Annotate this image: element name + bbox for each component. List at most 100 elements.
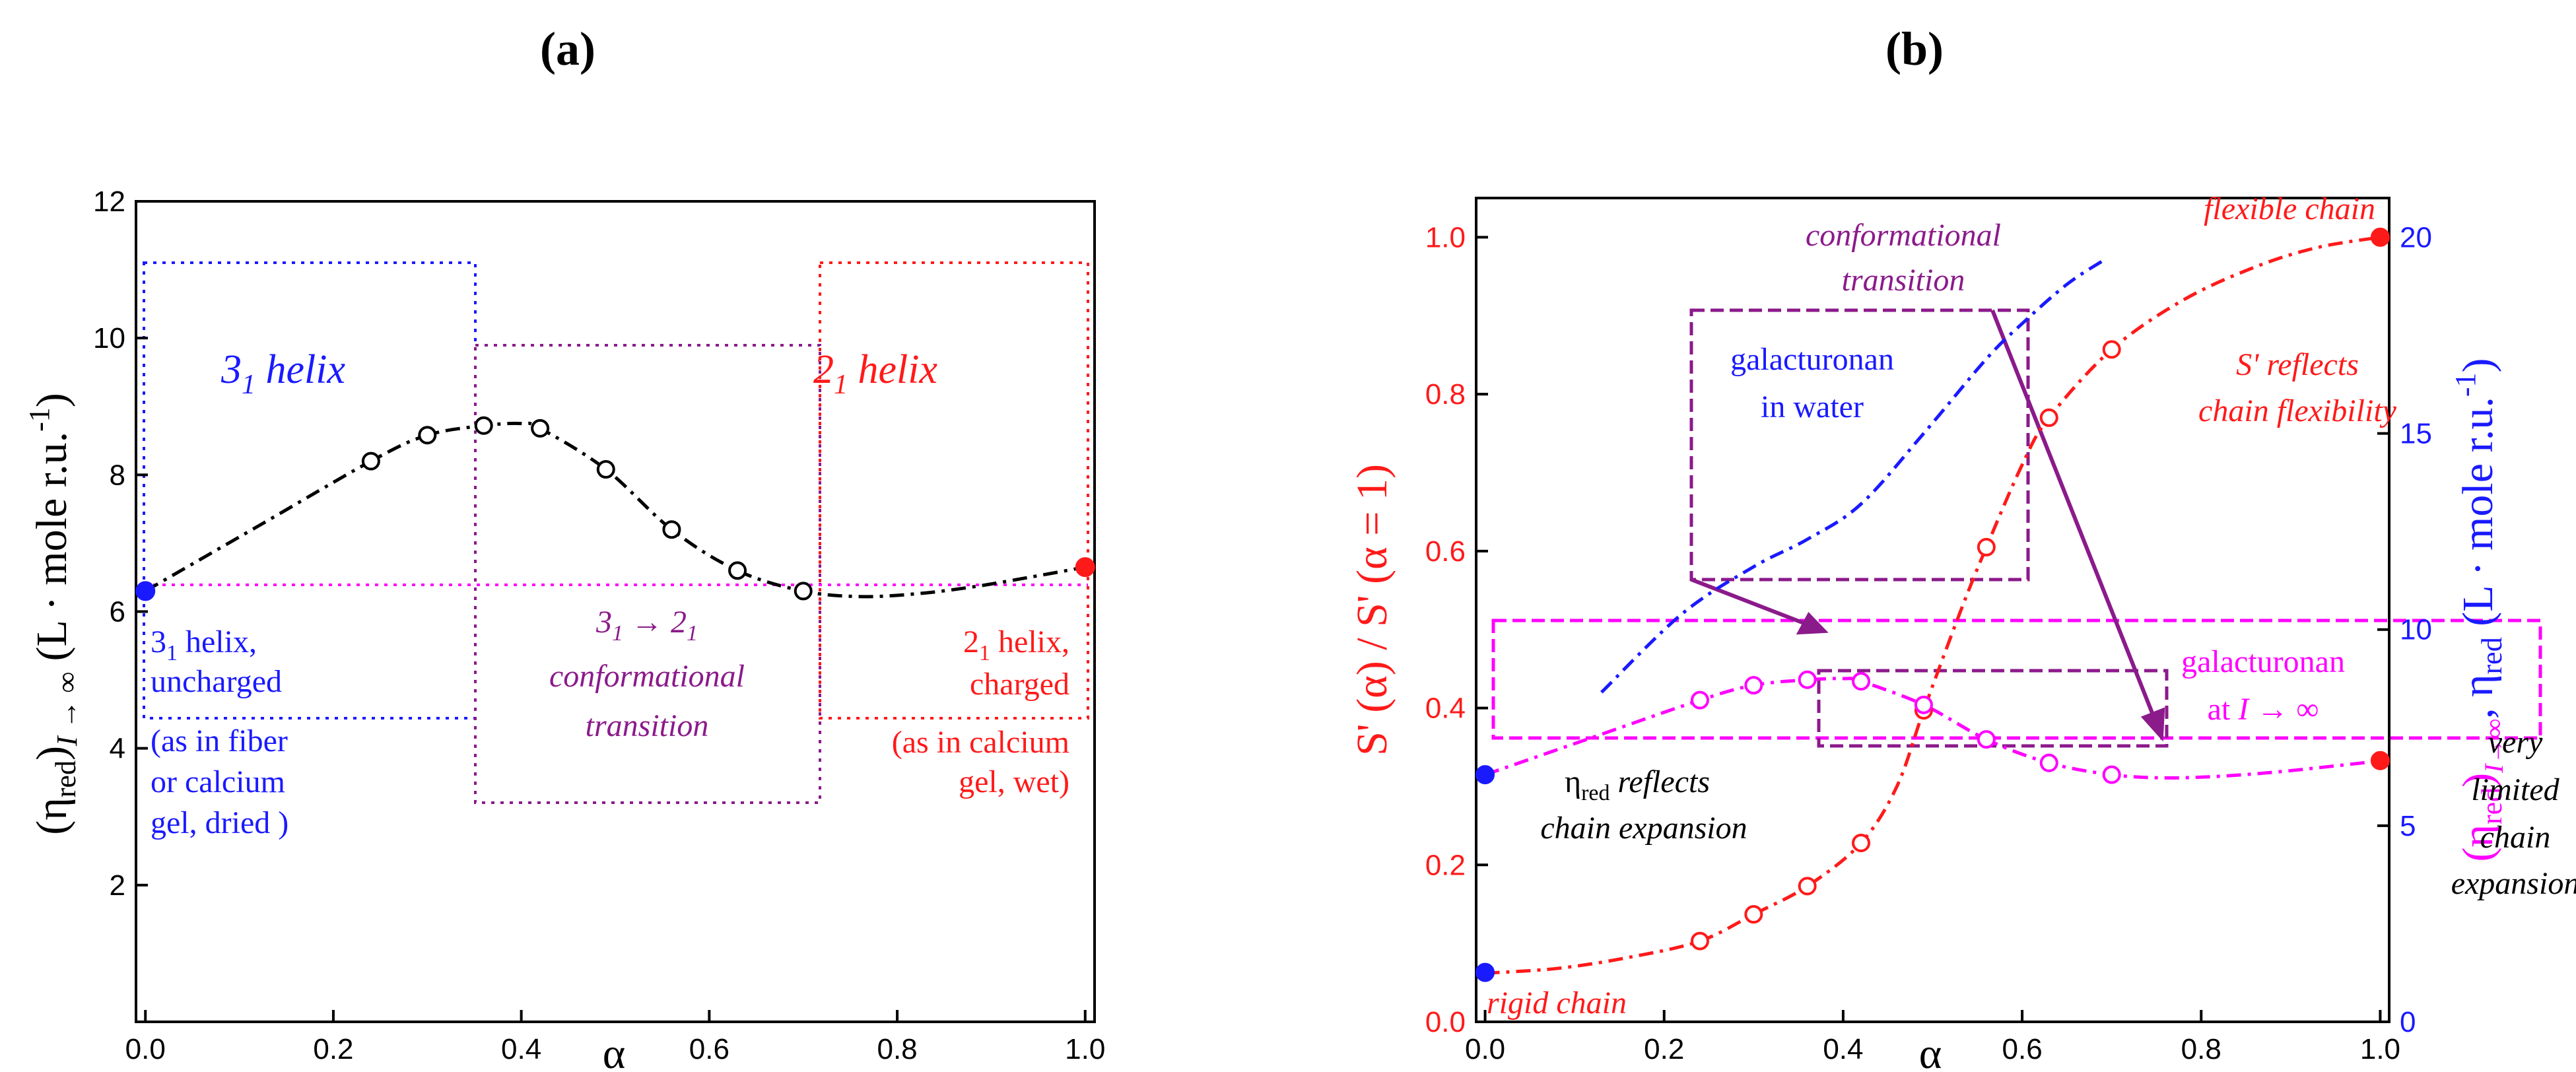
b-s-prime-point-6 [2039, 408, 2058, 427]
b-x-tick-label-1: 0.2 [1644, 1033, 1684, 1065]
b-infinite-I-point-2 [1798, 670, 1817, 689]
s-prime-fit-curve [1485, 235, 2381, 975]
panel-a-y-label: (ηred)I → ∞ (L · mole r.u.-1) [23, 393, 83, 834]
b-infinite-I-point-7 [2102, 765, 2121, 784]
uncharged-note-line2: uncharged [151, 664, 282, 699]
very-limited-line1: very [2488, 725, 2543, 760]
a-y-tick-label-0: 2 [110, 869, 125, 902]
panel-a-x-label: α [603, 1030, 626, 1072]
panel-b: (b) 0.0 0.2 0.4 0.6 0.8 1.0 0.0 0.2 0.4 0.6 0.8 1.… [1348, 22, 2576, 1072]
helix21-title: 21 helix [813, 347, 937, 400]
b-endpoint-1-0 [2370, 227, 2390, 247]
galacturonan-infinite-I-box [1491, 619, 2542, 740]
transition-note: 31 → 21 conformational transition [549, 605, 745, 743]
eta-reflects-line2: chain expansion [1540, 811, 1747, 846]
panel-a-x-ticks: 0.0 0.2 0.4 0.6 0.8 1.0 [125, 1010, 1105, 1065]
a-x-tick-label-0: 0.0 [125, 1033, 166, 1065]
panel-a-title: (a) [540, 22, 595, 75]
galacturonan-water-label: galacturonan in water [1730, 342, 1894, 424]
b-infinite-I-point-0 [1690, 690, 1709, 710]
a-point-s0-7 [794, 582, 813, 601]
uncharged-note-line4: or calcium [151, 764, 285, 799]
panel-a-data-points [135, 416, 1095, 601]
conformational-transition-line1: conformational [1806, 218, 2001, 253]
eta-reflects-line1: ηred reflects [1565, 764, 1710, 805]
a-x-tick-label-4: 0.8 [877, 1033, 917, 1065]
a-y-tick-label-1: 4 [110, 733, 125, 765]
conformational-transition-box [1689, 308, 2030, 582]
b-x-tick-label-5: 1.0 [2360, 1033, 2400, 1065]
panel-a: (a) 0.0 0.2 0.4 0.6 0.8 1.0 2 4 6 8 10 12 α (ηred)… [23, 22, 1105, 1072]
b-left-tick-label-4: 0.8 [1425, 378, 1466, 411]
a-point-s0-2 [474, 416, 493, 435]
very-limited-line4: expansion [2451, 866, 2576, 901]
arrow-left-head [1796, 611, 1829, 635]
b-infinite-I-point-6 [2039, 753, 2058, 772]
charged-note-line3: (as in calcium [892, 725, 1069, 760]
a-point-s0-0 [361, 452, 380, 471]
a-point-s2-0 [1075, 557, 1095, 578]
very-limited-label: very limited chain expansion [2451, 725, 2576, 901]
b-s-prime-point-7 [2102, 340, 2121, 359]
s-prime-reflects-line1: S' reflects [2236, 347, 2359, 382]
charged-note: 21 helix, charged (as in calcium gel, we… [892, 624, 1069, 799]
very-limited-line2: limited [2471, 772, 2559, 807]
uncharged-note-line5: gel, dried ) [151, 805, 288, 840]
uncharged-note: 31 helix, uncharged (as in fiber or calc… [151, 624, 288, 840]
arrow-right [1990, 309, 2155, 718]
charged-note-line2: charged [970, 667, 1069, 702]
galacturonan-infinite-I-label: galacturonan at I → ∞ [2181, 644, 2345, 727]
a-point-s0-1 [418, 426, 437, 445]
galacturonan-infinite-I-line1: galacturonan [2181, 644, 2345, 679]
a-y-tick-label-3: 8 [110, 459, 125, 491]
panel-b-title: (b) [1885, 22, 1944, 75]
panel-b-plot-frame [1475, 197, 2390, 1023]
helix31-region-box [143, 261, 477, 720]
b-right-tick-label-4: 20 [2400, 221, 2432, 253]
panel-b-left-y-label: S' (α) / S' (α = 1) [1348, 464, 1396, 756]
arrow-right-head [2140, 707, 2165, 742]
transition-region-box [474, 344, 821, 804]
b-x-tick-label-3: 0.6 [2002, 1033, 2043, 1065]
very-limited-line3: chain [2480, 820, 2551, 855]
b-x-tick-label-0: 0.0 [1465, 1033, 1505, 1065]
a-x-tick-label-3: 0.6 [689, 1033, 729, 1065]
b-endpoint-0-1 [1475, 765, 1495, 785]
helix31-title: 31 helix [220, 347, 345, 400]
eta-reflects-label: ηred reflects chain expansion [1540, 764, 1747, 846]
panel-b-right-y-ticks: 0 5 10 15 20 [2377, 221, 2432, 1038]
a-x-tick-label-2: 0.4 [501, 1033, 541, 1065]
galacturonan-infinite-I-line2: at I → ∞ [2208, 692, 2319, 727]
panel-b-right-y-label: (ηred)I→∞, ηred (L · mole r.u.-1) [2449, 358, 2509, 862]
b-endpoint-1-1 [2370, 751, 2390, 770]
b-left-tick-label-3: 0.6 [1425, 535, 1466, 568]
flexible-chain-label: flexible chain [2204, 191, 2375, 226]
arrow-left [1690, 578, 1807, 626]
panel-a-plot-frame [135, 200, 1096, 1023]
s-prime-reflects-line2: chain flexibility [2198, 393, 2397, 428]
b-infinite-I-point-4 [1914, 695, 1933, 714]
galacturonan-water-line2: in water [1761, 389, 1864, 424]
b-s-prime-point-5 [1977, 537, 1996, 556]
b-right-tick-label-1: 5 [2400, 810, 2416, 842]
conformational-transition-label: conformational transition [1806, 218, 2001, 298]
panel-a-region-boxes [143, 261, 1089, 804]
a-point-s0-3 [531, 419, 550, 438]
b-left-tick-label-1: 0.2 [1425, 849, 1466, 881]
charged-note-line1: 21 helix, [963, 624, 1069, 665]
a-y-tick-label-4: 10 [93, 322, 125, 354]
a-point-s0-4 [596, 460, 615, 479]
a-x-tick-label-1: 0.2 [313, 1033, 353, 1065]
panel-b-x-ticks: 0.0 0.2 0.4 0.6 0.8 1.0 [1465, 1010, 2400, 1065]
b-s-prime-point-0 [1690, 931, 1709, 951]
panel-b-left-y-ticks: 0.0 0.2 0.4 0.6 0.8 1.0 [1425, 221, 1488, 1038]
uncharged-note-line1: 31 helix, [151, 624, 257, 665]
a-y-tick-label-5: 12 [93, 185, 125, 218]
b-infinite-I-point-1 [1744, 676, 1763, 695]
galacturonan-water-line1: galacturonan [1730, 342, 1894, 377]
b-infinite-I-point-5 [1977, 730, 1996, 749]
transition-note-line1: 31 → 21 [595, 605, 698, 646]
b-s-prime-point-2 [1798, 877, 1817, 896]
panel-b-x-label: α [1919, 1030, 1942, 1072]
